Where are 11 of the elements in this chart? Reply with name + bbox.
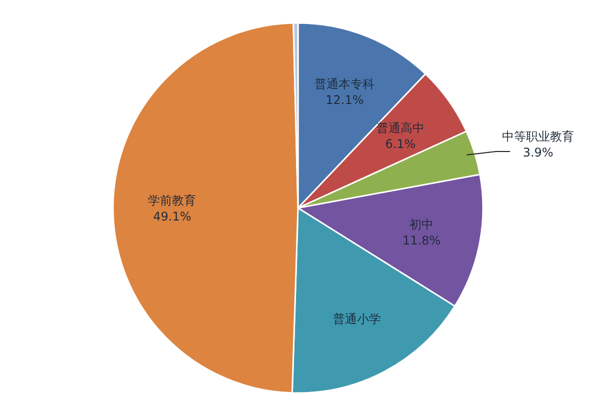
slice-label: 普通小学: [333, 312, 382, 326]
data-label: 49.1%: [153, 210, 192, 224]
slice-label: 学前教育: [148, 194, 196, 208]
data-label: 6.1%: [385, 137, 416, 152]
data-label: 3.9%: [522, 145, 554, 160]
slice-label: 普通高中: [376, 121, 424, 136]
slice-label: 中等职业教育: [502, 129, 574, 144]
data-label: 11.8%: [402, 234, 441, 248]
slice-label: 初中: [410, 218, 434, 232]
data-label: 12.1%: [326, 93, 364, 108]
slice-label: 普通本专科: [314, 77, 375, 92]
